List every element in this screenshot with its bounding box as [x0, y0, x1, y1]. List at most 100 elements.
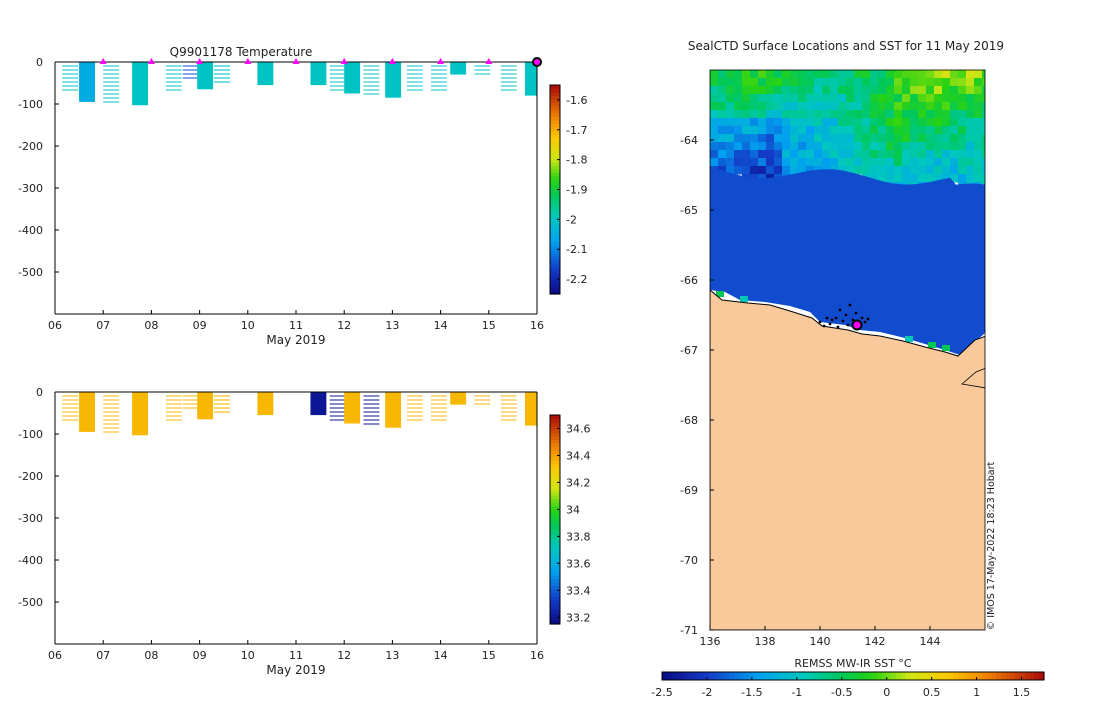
- sst-cell: [926, 126, 935, 135]
- sst-cell: [830, 142, 839, 151]
- colorbar-segment: [862, 672, 868, 680]
- sst-cell: [798, 150, 807, 159]
- sst-cell: [982, 78, 985, 87]
- y-tick-label: 0: [36, 386, 43, 399]
- colorbar-segment: [550, 585, 560, 590]
- sst-cell: [854, 86, 863, 95]
- sst-cell: [782, 150, 791, 159]
- sst-cell: [774, 110, 783, 119]
- sst-cell: [942, 150, 951, 159]
- sst-cell: [902, 158, 911, 167]
- coastal-sst-cell: [905, 336, 913, 342]
- sst-cell: [958, 86, 967, 95]
- colorbar-segment: [981, 672, 988, 680]
- sst-cell: [782, 94, 791, 103]
- sst-cell: [910, 142, 919, 151]
- sst-cell: [870, 118, 879, 127]
- colorbar-segment: [550, 557, 560, 562]
- colorbar-segment: [550, 432, 560, 437]
- sst-cell: [942, 86, 951, 95]
- sst-cell: [958, 94, 967, 103]
- colorbar-segment: [857, 672, 864, 680]
- colorbar-segment: [550, 147, 560, 152]
- sst-cell: [878, 110, 887, 119]
- lat-tick-label: -64: [680, 134, 698, 147]
- sst-cell: [966, 110, 975, 119]
- x-tick-label: 13: [385, 319, 399, 332]
- x-tick-label: 12: [337, 649, 351, 662]
- colorbar-segment: [886, 672, 892, 680]
- colorbar-segment: [550, 130, 560, 135]
- sst-cell: [846, 142, 855, 151]
- sst-cell: [942, 142, 951, 151]
- sst-cell: [718, 158, 727, 167]
- sst-cell: [750, 70, 759, 79]
- sst-cell: [830, 126, 839, 135]
- lat-tick-label: -70: [680, 554, 698, 567]
- sst-cell: [782, 126, 791, 135]
- y-tick-label: -300: [18, 512, 43, 525]
- surface-location-dot: [854, 311, 858, 315]
- sst-cell: [790, 118, 799, 127]
- profile-lines: [165, 65, 182, 91]
- sst-cell: [942, 110, 951, 119]
- sst-cell: [782, 102, 791, 111]
- antarctic-land: [710, 289, 985, 630]
- sst-cell: [966, 174, 975, 183]
- sst-cell: [934, 126, 943, 135]
- sst-cell: [726, 86, 735, 95]
- colorbar-tick-label: -0.5: [831, 686, 852, 699]
- sst-cell: [774, 94, 783, 103]
- sst-cell: [878, 78, 887, 87]
- sst-cell: [726, 78, 735, 87]
- colorbar-segment: [550, 165, 560, 170]
- sst-cell: [766, 118, 775, 127]
- sst-cell: [942, 134, 951, 143]
- sst-cell: [822, 134, 831, 143]
- sst-cell: [950, 126, 959, 135]
- sst-cell: [862, 118, 871, 127]
- y-tick-label: -400: [18, 554, 43, 567]
- x-tick-label: 08: [144, 649, 158, 662]
- sst-cell: [758, 126, 767, 135]
- colorbar-segment: [550, 467, 560, 472]
- colorbar-segment: [910, 672, 916, 680]
- sst-cell: [710, 118, 719, 127]
- colorbar-segment: [550, 231, 560, 236]
- sst-cell: [942, 174, 951, 183]
- sst-cell: [742, 166, 751, 175]
- surface-marker: [485, 58, 493, 64]
- surface-marker: [437, 58, 445, 64]
- sst-cell: [974, 150, 983, 159]
- sst-cell: [798, 78, 807, 87]
- sst-cell: [910, 94, 919, 103]
- sst-cell: [814, 150, 823, 159]
- sst-cell: [774, 142, 783, 151]
- colorbar-segment: [550, 519, 560, 524]
- sea-ice-edge-region: [710, 166, 985, 355]
- colorbar-segment: [550, 269, 560, 274]
- surface-marker: [196, 58, 204, 64]
- sst-cell: [766, 70, 775, 79]
- sst-cell: [718, 142, 727, 151]
- colorbar-segment: [550, 543, 560, 548]
- sst-cell: [982, 158, 985, 167]
- colorbar-segment: [938, 672, 945, 680]
- profile-bar: [385, 62, 402, 98]
- sst-cell: [902, 166, 911, 175]
- sst-cell: [902, 102, 911, 111]
- colorbar-segment: [714, 672, 720, 680]
- sst-cell: [982, 150, 985, 159]
- sst-cell: [758, 86, 767, 95]
- sst-cell: [886, 118, 895, 127]
- profile-lines: [62, 65, 79, 91]
- profile-lines: [329, 395, 346, 421]
- sst-cell: [806, 70, 815, 79]
- sst-cell: [870, 94, 879, 103]
- sst-cell: [886, 126, 895, 135]
- colorbar-segment: [550, 137, 560, 142]
- x-tick-label: 10: [241, 649, 255, 662]
- colorbar-frame: [661, 671, 1045, 681]
- sst-cell: [758, 78, 767, 87]
- colorbar-segment: [867, 672, 873, 680]
